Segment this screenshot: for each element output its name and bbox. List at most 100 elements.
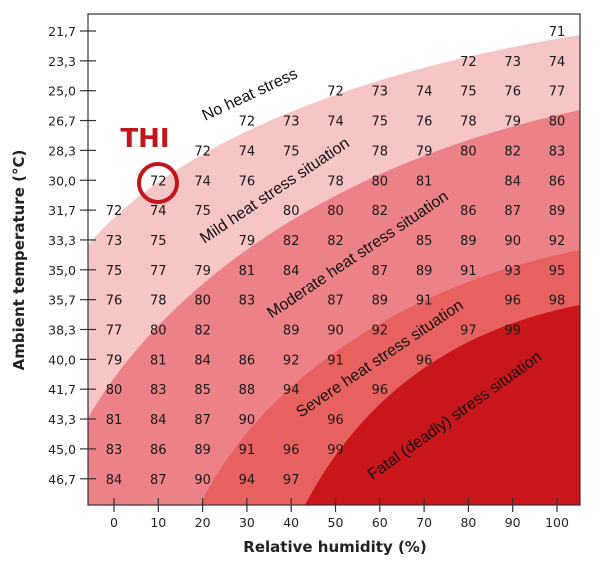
cell-value: 75 [106,264,123,279]
cell-value: 89 [549,204,566,219]
thi-annotation: THI [120,124,169,154]
cell-value: 72 [327,85,344,100]
cell-value: 96 [283,443,300,458]
cell-value: 95 [549,264,566,279]
cell-value: 82 [194,324,211,339]
cell-value: 83 [239,294,256,309]
cell-value: 96 [504,294,521,309]
cell-value: 77 [150,264,167,279]
cell-value: 99 [327,443,344,458]
cell-value: 76 [504,85,521,100]
cell-value: 99 [504,324,521,339]
cell-value: 83 [549,144,566,159]
x-tick-label: 100 [545,515,569,530]
cell-value: 82 [504,144,521,159]
cell-value: 90 [239,413,256,428]
cell-value: 78 [327,174,344,189]
cell-value: 72 [150,174,167,189]
cell-value: 73 [372,85,389,100]
cell-value: 79 [416,144,433,159]
y-tick-label: 41,7 [48,382,76,397]
cell-value: 87 [150,473,167,488]
cell-value: 97 [283,473,300,488]
cell-value: 73 [106,234,123,249]
cell-value: 98 [549,294,566,309]
cell-value: 79 [194,264,211,279]
cell-value: 87 [327,294,344,309]
cell-value: 72 [106,204,123,219]
y-tick-label: 35,0 [48,263,76,278]
cell-value: 92 [372,324,389,339]
cell-value: 86 [549,174,566,189]
x-tick-label: 10 [150,515,166,530]
cell-value: 93 [504,264,521,279]
cell-value: 75 [150,234,167,249]
cell-value: 73 [504,55,521,70]
cell-value: 85 [416,234,433,249]
cell-value: 97 [460,324,477,339]
cell-value: 75 [283,144,300,159]
cell-value: 81 [416,174,433,189]
cell-value: 74 [150,204,167,219]
cell-value: 82 [283,234,300,249]
cell-value: 81 [106,413,123,428]
cell-value: 74 [327,115,344,130]
y-tick-label: 46,7 [48,472,76,487]
cell-value: 92 [283,353,300,368]
cell-value: 79 [504,115,521,130]
y-axis-title: Ambient temperature (°C) [10,150,28,371]
cell-value: 77 [549,85,566,100]
cell-value: 84 [283,264,300,279]
cell-value: 80 [372,174,389,189]
cell-value: 75 [194,204,211,219]
x-tick-label: 50 [328,515,344,530]
cell-value: 80 [150,324,167,339]
cell-value: 88 [239,383,256,398]
y-tick-label: 40,0 [48,352,76,367]
cell-value: 83 [150,383,167,398]
cell-value: 89 [283,324,300,339]
cell-value: 79 [106,353,123,368]
zone-fatal [305,305,580,505]
cell-value: 86 [239,353,256,368]
cell-value: 74 [194,174,211,189]
cell-value: 75 [372,115,389,130]
cell-value: 96 [416,353,433,368]
cell-value: 89 [372,294,389,309]
cell-value: 76 [106,294,123,309]
cell-value: 92 [549,234,566,249]
cell-value: 89 [194,443,211,458]
cell-value: 73 [283,115,300,130]
cell-value: 79 [239,234,256,249]
cell-value: 91 [239,443,256,458]
cell-value: 86 [460,204,477,219]
y-tick-label: 25,0 [48,84,76,99]
cell-value: 90 [327,324,344,339]
cell-value: 84 [504,174,521,189]
cell-value: 96 [372,383,389,398]
cell-value: 80 [549,115,566,130]
cell-value: 72 [239,115,256,130]
x-tick-label: 80 [460,515,476,530]
cell-value: 78 [460,115,477,130]
cell-value: 84 [194,353,211,368]
cell-value: 82 [327,234,344,249]
x-tick-label: 20 [195,515,211,530]
x-tick-label: 70 [416,515,432,530]
x-tick-label: 0 [110,515,118,530]
y-tick-label: 33,3 [48,233,76,248]
cell-value: 75 [460,85,477,100]
cell-value: 76 [239,174,256,189]
y-tick-label: 38,3 [48,323,76,338]
plot-frame [87,13,581,506]
cell-value: 91 [460,264,477,279]
cell-value: 71 [549,25,566,40]
y-tick-label: 43,3 [48,412,76,427]
y-tick-label: 31,7 [48,203,76,218]
cell-value: 89 [460,234,477,249]
y-tick-label: 35,7 [48,293,76,308]
cell-value: 74 [549,55,566,70]
cell-value: 72 [460,55,477,70]
cell-value: 74 [416,85,433,100]
